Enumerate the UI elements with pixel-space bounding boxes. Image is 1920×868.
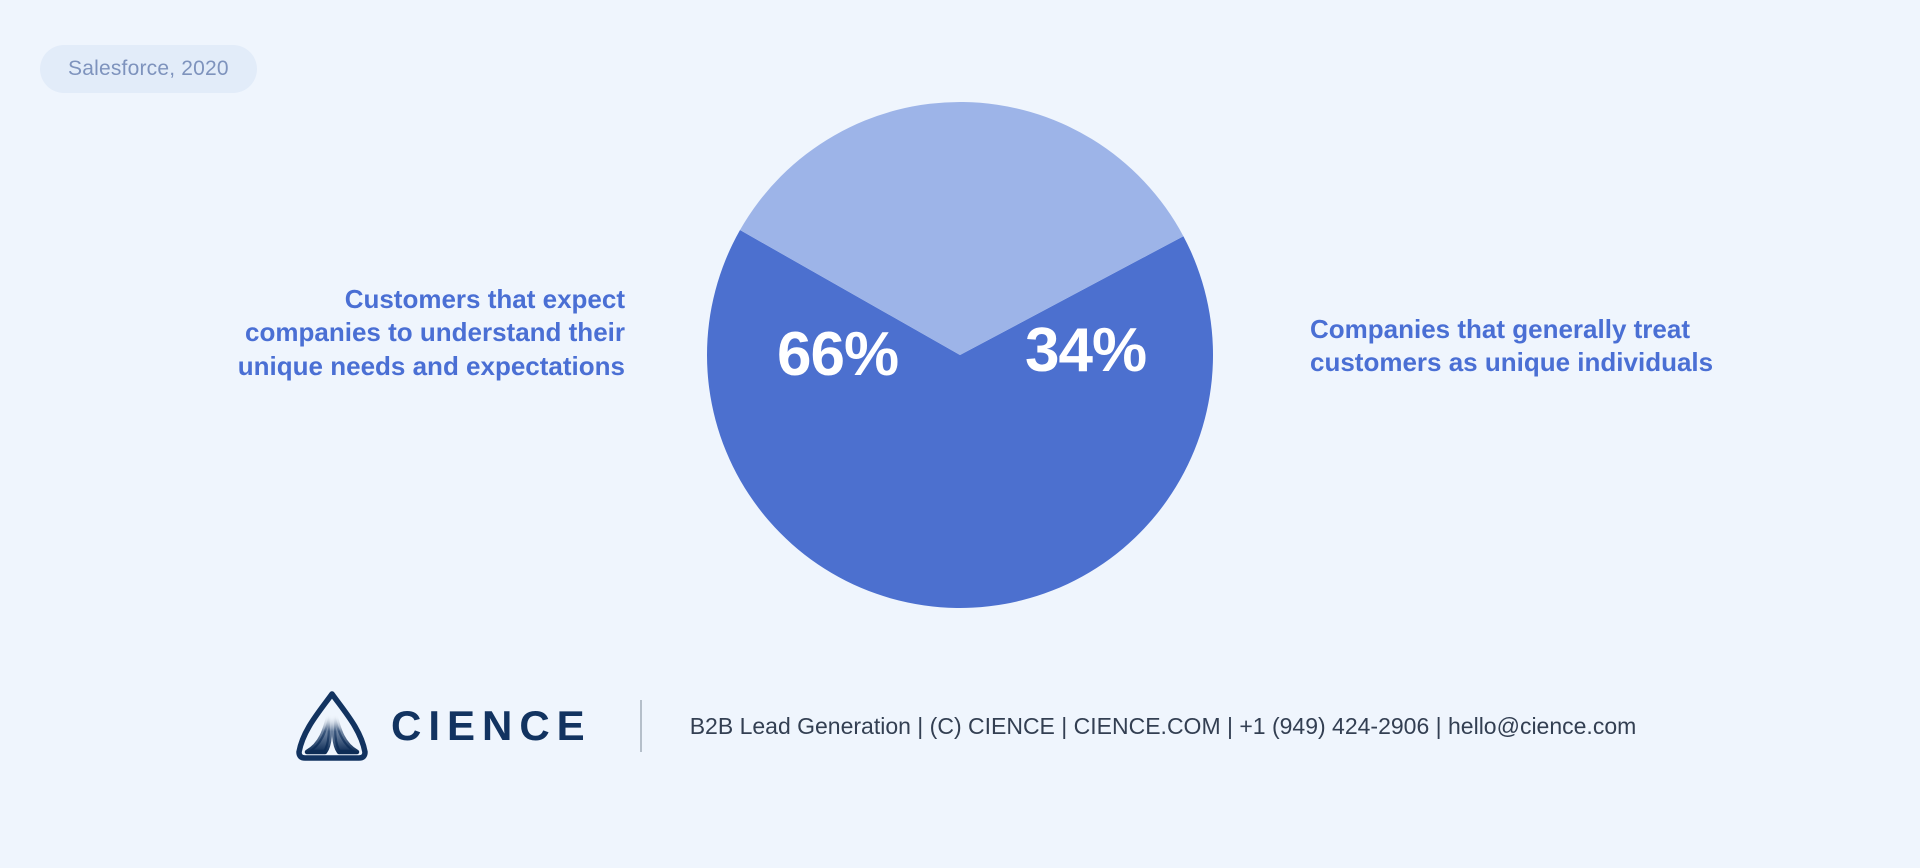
caption-left: Customers that expect companies to under… xyxy=(237,284,625,381)
cience-logo-icon xyxy=(295,690,369,762)
cience-wordmark: CIENCE xyxy=(391,702,592,749)
source-badge-label: Salesforce, 2020 xyxy=(68,57,229,80)
source-badge: Salesforce, 2020 xyxy=(40,45,257,93)
footer: CIENCE B2B Lead Generation | (C) CIENCE … xyxy=(295,690,1636,762)
caption-right: Companies that generally treat customers… xyxy=(1310,314,1714,378)
pie-label-major: 66% xyxy=(777,320,899,389)
pie-chart: 66% 34% xyxy=(705,100,1215,610)
footer-divider xyxy=(639,700,642,752)
pie-label-minor: 34% xyxy=(1025,316,1147,385)
pie-slice-major xyxy=(707,230,1214,608)
pie-chart-svg xyxy=(707,101,1214,608)
pie-slice-minor xyxy=(740,101,1184,356)
footer-info-text: B2B Lead Generation | (C) CIENCE | CIENC… xyxy=(689,712,1637,739)
